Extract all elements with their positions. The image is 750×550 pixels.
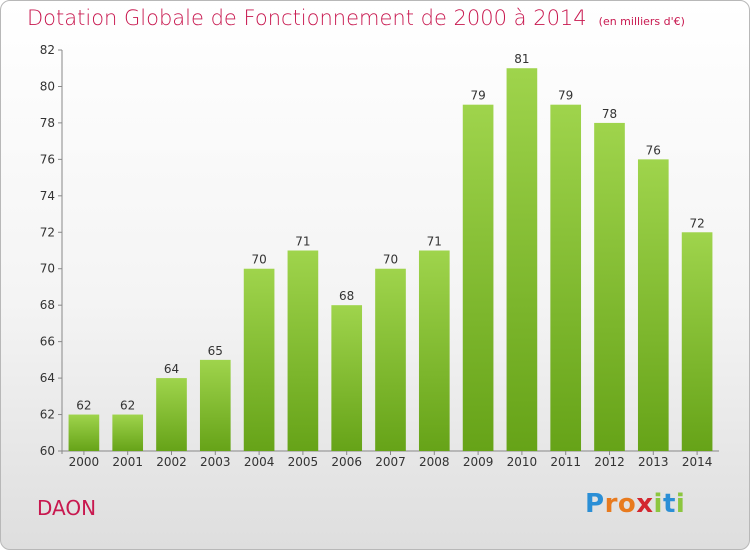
chart-title: Dotation Globale de Fonctionnement de 20… xyxy=(27,6,587,30)
bar-2011 xyxy=(550,104,582,451)
logo-letter: r xyxy=(604,489,618,519)
data-label-2011: 79 xyxy=(558,89,573,103)
bar-2010 xyxy=(506,68,538,452)
logo-letter: i xyxy=(675,489,686,519)
x-tick-label-2007: 2007 xyxy=(375,455,406,469)
x-tick-label-2000: 2000 xyxy=(69,455,100,469)
data-label-2012: 78 xyxy=(602,107,617,121)
data-label-2005: 71 xyxy=(295,235,310,249)
bar-2007 xyxy=(375,268,406,451)
x-tick-label-2010: 2010 xyxy=(507,455,538,469)
y-tick-label: 60 xyxy=(40,444,55,458)
x-tick-label-2013: 2013 xyxy=(638,455,669,469)
proxiti-logo: Proxiti xyxy=(585,489,685,519)
bar-2008 xyxy=(418,250,450,451)
data-label-2008: 71 xyxy=(427,235,442,249)
data-label-2002: 64 xyxy=(164,362,179,376)
y-tick-label: 80 xyxy=(40,79,55,93)
logo-letter: t xyxy=(662,489,676,519)
bar-2006 xyxy=(331,305,363,451)
data-label-2009: 79 xyxy=(470,89,485,103)
bar-2004 xyxy=(243,268,275,451)
bar-2000 xyxy=(68,414,100,451)
data-label-2006: 68 xyxy=(339,289,354,303)
x-tick-label-2012: 2012 xyxy=(594,455,625,469)
chart-title-line: Dotation Globale de Fonctionnement de 20… xyxy=(27,6,685,30)
x-tick-label-2009: 2009 xyxy=(463,455,494,469)
y-tick-label: 62 xyxy=(40,408,55,422)
bar-2005 xyxy=(287,250,319,451)
bar-2001 xyxy=(112,414,144,451)
logo-letter: o xyxy=(617,489,637,519)
x-tick-label-2006: 2006 xyxy=(331,455,362,469)
x-tick-label-2011: 2011 xyxy=(550,455,581,469)
data-label-2003: 65 xyxy=(208,344,223,358)
x-tick-label-2014: 2014 xyxy=(682,455,713,469)
y-tick-label: 78 xyxy=(40,116,55,130)
data-label-2000: 62 xyxy=(76,399,91,413)
y-tick-label: 74 xyxy=(40,189,55,203)
bar-2012 xyxy=(594,122,625,451)
x-tick-label-2002: 2002 xyxy=(156,455,187,469)
x-tick-label-2003: 2003 xyxy=(200,455,231,469)
bar-2014 xyxy=(681,232,713,451)
data-label-2010: 81 xyxy=(514,52,529,66)
x-tick-label-2005: 2005 xyxy=(288,455,319,469)
y-tick-label: 66 xyxy=(40,335,55,349)
place-name: DAON xyxy=(37,496,97,520)
x-tick-label-2001: 2001 xyxy=(112,455,143,469)
data-label-2007: 70 xyxy=(383,253,398,267)
bar-2003 xyxy=(199,359,231,451)
y-tick-label: 68 xyxy=(40,298,55,312)
bar-2013 xyxy=(637,159,669,451)
y-tick-label: 76 xyxy=(40,152,55,166)
y-tick-label: 64 xyxy=(40,371,55,385)
y-tick-label: 72 xyxy=(40,225,55,239)
logo-letter: P xyxy=(585,489,605,519)
x-tick-label-2008: 2008 xyxy=(419,455,450,469)
y-tick-label: 82 xyxy=(40,43,55,57)
x-tick-label-2004: 2004 xyxy=(244,455,275,469)
unit-note: (en milliers d'€) xyxy=(598,15,685,28)
y-tick-label: 70 xyxy=(40,262,55,276)
logo-letter: x xyxy=(636,489,654,519)
bar-2009 xyxy=(462,104,494,451)
bar-2002 xyxy=(156,378,187,451)
data-label-2001: 62 xyxy=(120,399,135,413)
data-label-2014: 72 xyxy=(689,216,704,230)
data-label-2013: 76 xyxy=(646,143,661,157)
logo-letter: i xyxy=(653,489,663,519)
data-label-2004: 70 xyxy=(251,253,266,267)
